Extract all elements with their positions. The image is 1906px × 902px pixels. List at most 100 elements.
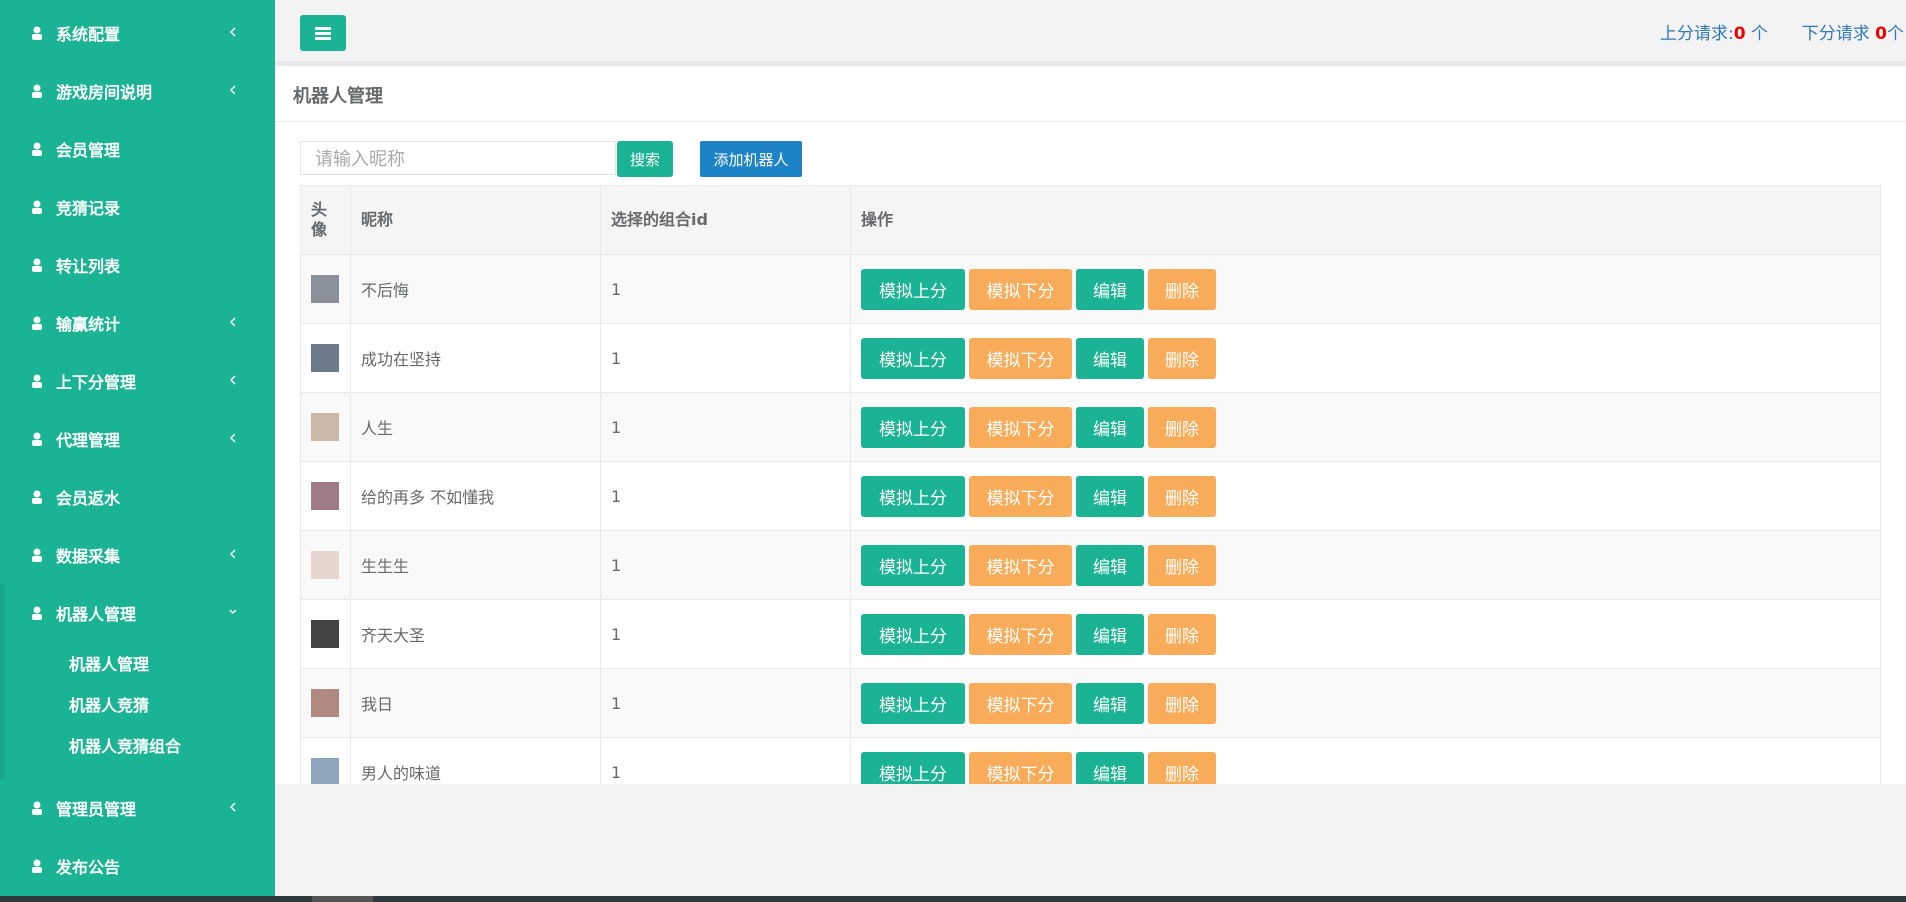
- action-button[interactable]: 删除: [1148, 682, 1216, 724]
- avatar-cell: [300, 737, 351, 784]
- add-button[interactable]: 添加机器人: [700, 141, 802, 177]
- action-button[interactable]: 编辑: [1076, 337, 1144, 379]
- action-button[interactable]: 模拟下分: [969, 751, 1072, 784]
- group-id: 1: [600, 599, 851, 669]
- action-button[interactable]: 删除: [1148, 337, 1216, 379]
- column-header: 头像: [300, 185, 351, 255]
- action-button[interactable]: 模拟下分: [969, 268, 1072, 310]
- action-button[interactable]: 编辑: [1076, 268, 1144, 310]
- group-id: 1: [600, 392, 851, 462]
- action-button[interactable]: 模拟上分: [861, 475, 965, 517]
- action-button[interactable]: 删除: [1148, 268, 1216, 310]
- avatar: [311, 551, 339, 579]
- menu-item[interactable]: 会员返水: [0, 468, 275, 526]
- sidebar: 系统配置游戏房间说明 会员管理竞猜记录转让列表输赢统计 上下分管理代理管理会员返水数…: [0, 0, 275, 896]
- menu-label: 游戏房间说明: [56, 83, 153, 102]
- hamburger-icon: [315, 27, 331, 40]
- menu-item[interactable]: 数据采集: [0, 526, 275, 584]
- avatar-cell: [300, 323, 351, 393]
- label: 上分请求:: [1660, 24, 1734, 44]
- menu-label: 机器人管理: [56, 605, 137, 624]
- menu-label: 会员管理: [56, 141, 121, 160]
- menu-item[interactable]: 会员管理: [0, 120, 275, 178]
- submenu-item[interactable]: 机器人竞猜组合: [69, 736, 182, 756]
- scroll-thumb: [312, 896, 373, 902]
- submenu-item[interactable]: 机器人竞猜: [69, 695, 150, 715]
- action-button[interactable]: 模拟上分: [861, 613, 965, 655]
- action-button[interactable]: 模拟上分: [861, 682, 965, 724]
- table-row: 齐天大圣 1 模拟上分 模拟下分 编辑 删除: [300, 599, 1881, 669]
- action-button[interactable]: 删除: [1148, 751, 1216, 784]
- table: 头像 昵称 选择的组合id 操作 不后悔 1 模拟上分 模拟下分 编辑 删除 成功在坚持 1 模拟上分…: [300, 185, 1881, 784]
- menu-label: 会员返水: [56, 489, 121, 508]
- action-button[interactable]: 删除: [1148, 613, 1216, 655]
- action-button[interactable]: 模拟下分: [969, 613, 1072, 655]
- chevron: [229, 317, 236, 327]
- menu-item[interactable]: 上下分管理: [0, 352, 275, 410]
- action-button[interactable]: 模拟上分: [861, 406, 965, 448]
- actions: 模拟上分 模拟下分 编辑 删除: [850, 323, 1881, 393]
- action-button[interactable]: 模拟上分: [861, 544, 965, 586]
- actions: 模拟上分 模拟下分 编辑 删除: [850, 461, 1881, 531]
- action-button[interactable]: 编辑: [1076, 751, 1144, 784]
- nickname: 男人的味道: [350, 737, 601, 784]
- action-button[interactable]: 模拟上分: [861, 751, 965, 784]
- down-requests[interactable]: 下分请求 0个: [1802, 19, 1904, 44]
- up-requests[interactable]: 上分请求:0 个: [1660, 19, 1768, 44]
- avatar: [311, 620, 339, 648]
- action-button[interactable]: 模拟下分: [969, 682, 1072, 724]
- menu-label: 系统配置: [56, 25, 121, 44]
- nickname: 生生生: [350, 530, 601, 600]
- action-button[interactable]: 编辑: [1076, 682, 1144, 724]
- action-button[interactable]: 编辑: [1076, 544, 1144, 586]
- menu-item[interactable]: 游戏房间说明: [0, 62, 275, 120]
- menu-icon: [32, 142, 42, 156]
- action-button[interactable]: 模拟上分: [861, 337, 965, 379]
- menu-item[interactable]: 发布公告: [0, 837, 275, 895]
- submenu-item[interactable]: 机器人管理: [69, 654, 150, 674]
- menu-label: 数据采集: [56, 547, 121, 566]
- search-button[interactable]: 搜索: [617, 141, 673, 177]
- menu-icon: [32, 859, 42, 873]
- avatar-cell: [300, 599, 351, 669]
- table-row: 生生生 1 模拟上分 模拟下分 编辑 删除: [300, 530, 1881, 600]
- action-button[interactable]: 模拟下分: [969, 406, 1072, 448]
- action-button[interactable]: 模拟下分: [969, 337, 1072, 379]
- chevron: [229, 609, 237, 615]
- action-button[interactable]: 模拟下分: [969, 475, 1072, 517]
- action-button[interactable]: 模拟下分: [969, 544, 1072, 586]
- menu-item[interactable]: 竞猜记录: [0, 178, 275, 236]
- bottom-bar: [0, 896, 1906, 902]
- menu-item[interactable]: 机器人管理: [5, 584, 275, 642]
- action-button[interactable]: 编辑: [1076, 406, 1144, 448]
- menu-item[interactable]: 代理管理: [0, 410, 275, 468]
- action-button[interactable]: 删除: [1148, 406, 1216, 448]
- search-input[interactable]: 请输入昵称: [300, 141, 616, 175]
- menu-label: 转让列表: [56, 257, 121, 276]
- menu-item[interactable]: 管理员管理: [0, 779, 275, 837]
- menu-icon: [32, 316, 42, 330]
- actions: 模拟上分 模拟下分 编辑 删除: [850, 530, 1881, 600]
- nickname: 齐天大圣: [350, 599, 601, 669]
- nickname: 人生: [350, 392, 601, 462]
- menu-item[interactable]: 系统配置: [0, 4, 275, 62]
- group-id: 1: [600, 461, 851, 531]
- table-row: 我日 1 模拟上分 模拟下分 编辑 删除: [300, 668, 1881, 738]
- submenu: 机器人管理机器人竞猜机器人竞猜组合: [5, 642, 275, 779]
- action-button[interactable]: 编辑: [1076, 613, 1144, 655]
- menu-icon: [32, 801, 42, 815]
- menu-item[interactable]: 输赢统计: [0, 294, 275, 352]
- separator: [275, 61, 1906, 66]
- action-button[interactable]: 模拟上分: [861, 268, 965, 310]
- menu-item[interactable]: 转让列表: [0, 236, 275, 294]
- count: 0: [1875, 24, 1887, 44]
- avatar-cell: [300, 461, 351, 531]
- label: 下分请求: [1801, 24, 1870, 44]
- action-button[interactable]: 删除: [1148, 475, 1216, 517]
- action-button[interactable]: 编辑: [1076, 475, 1144, 517]
- chevron: [229, 802, 236, 812]
- menu-toggle[interactable]: [300, 15, 346, 51]
- action-button[interactable]: 删除: [1148, 544, 1216, 586]
- menu-label: 代理管理: [56, 431, 121, 450]
